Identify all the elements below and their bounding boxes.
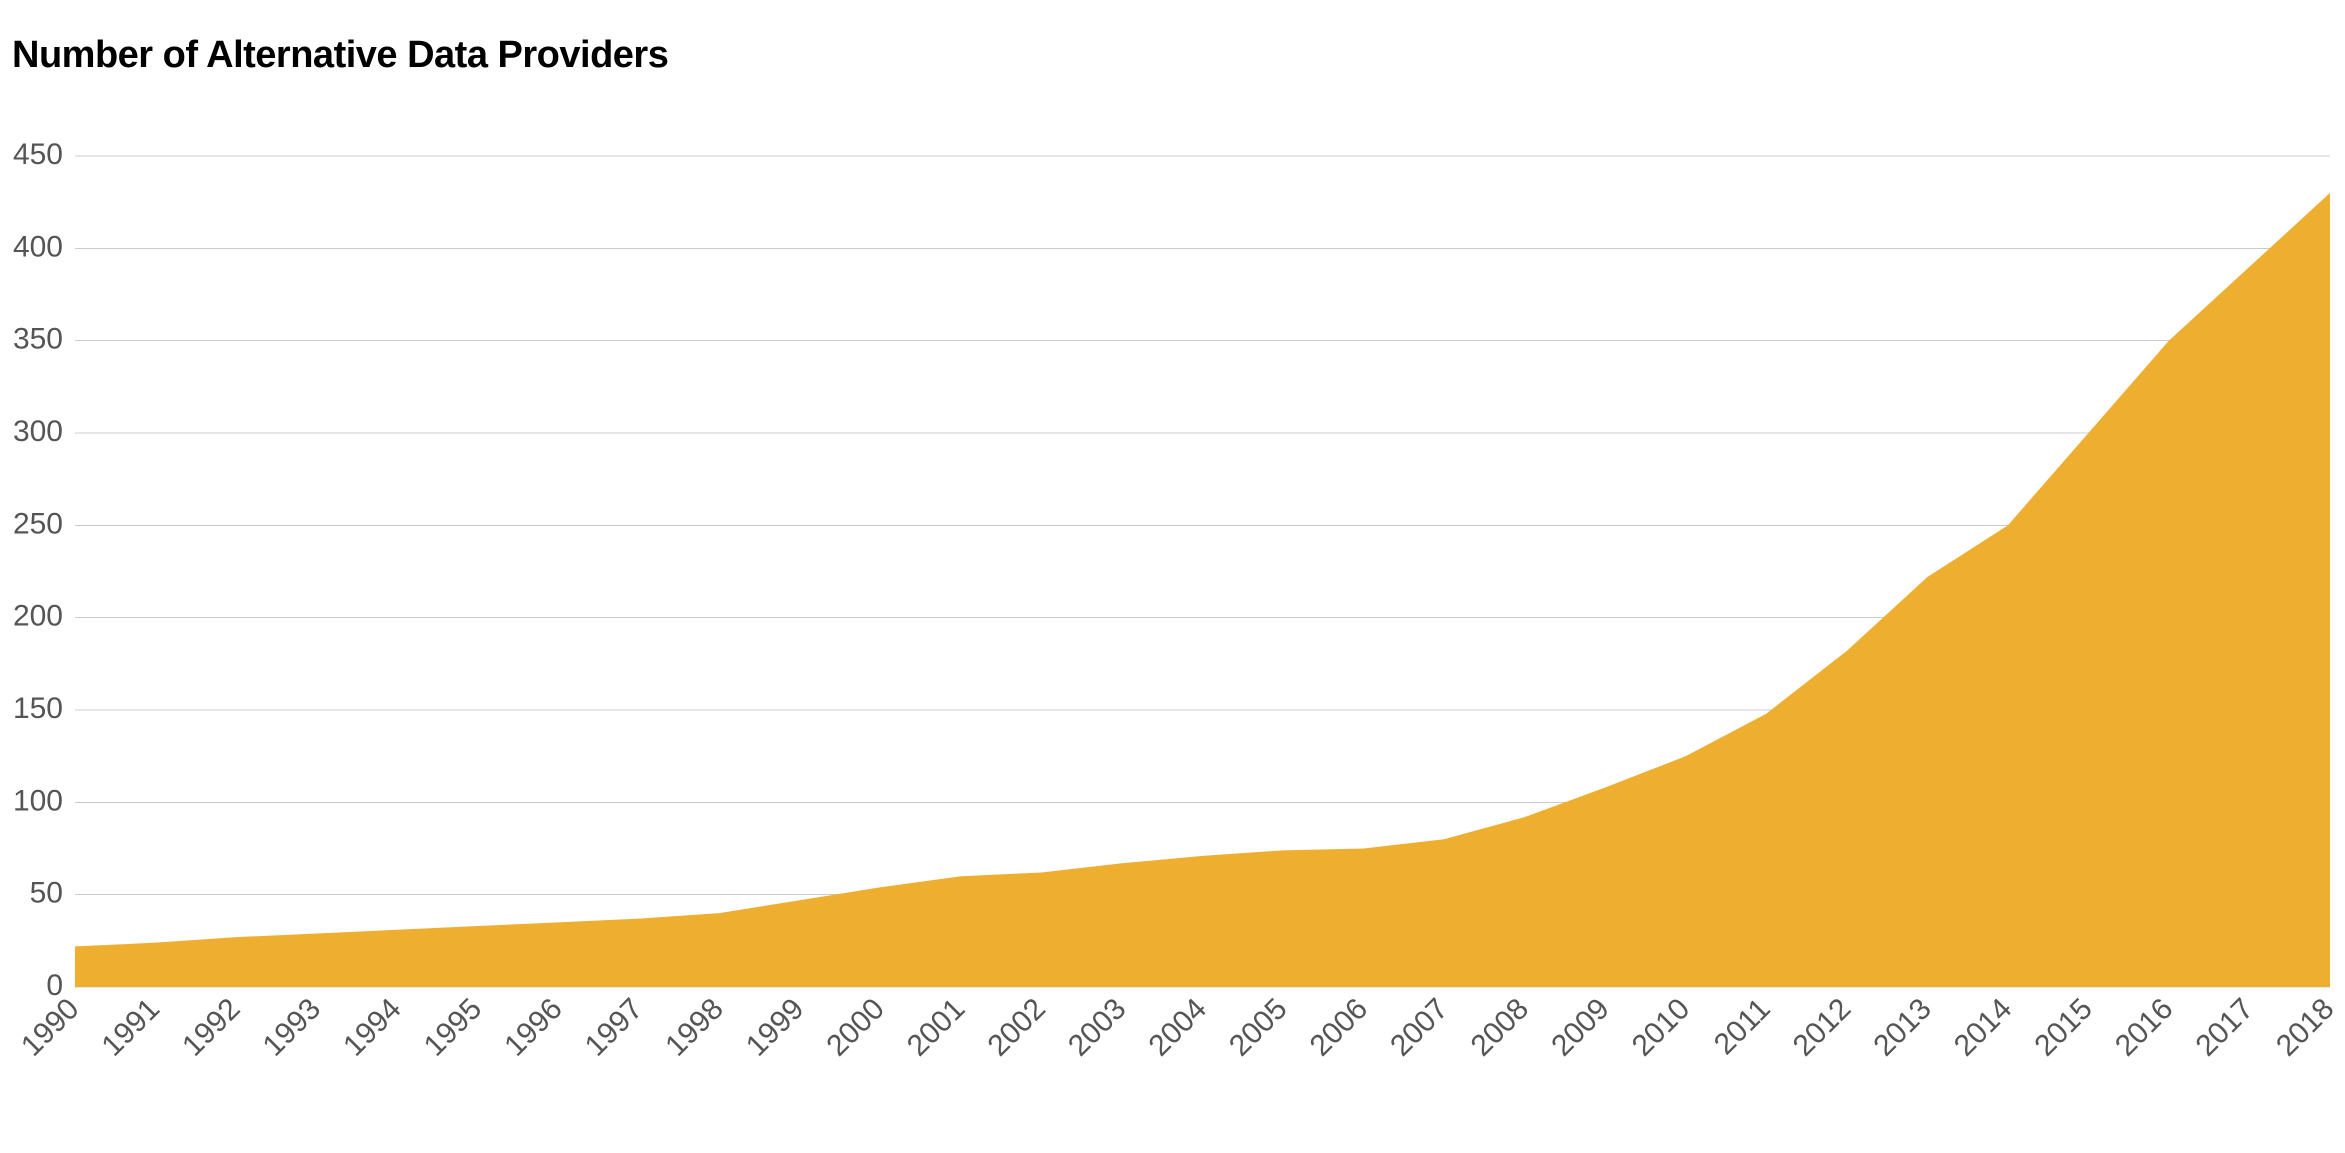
x-axis-tick-label: 1997 bbox=[579, 992, 650, 1063]
x-axis-tick-label: 2010 bbox=[1626, 992, 1697, 1063]
y-axis-tick-label: 450 bbox=[13, 138, 63, 171]
x-axis-tick-label: 2009 bbox=[1545, 992, 1616, 1063]
y-axis-tick-label: 200 bbox=[13, 600, 63, 633]
chart-title: Number of Alternative Data Providers bbox=[0, 0, 2345, 77]
chart-container: Number of Alternative Data Providers 050… bbox=[0, 0, 2345, 1153]
x-axis-tick-label: 2008 bbox=[1465, 992, 1536, 1063]
x-axis-tick-label: 2014 bbox=[1948, 992, 2019, 1063]
x-axis-tick-label: 2006 bbox=[1304, 992, 1375, 1063]
x-axis-tick-label: 2001 bbox=[901, 992, 972, 1063]
x-axis-tick-label: 2011 bbox=[1708, 992, 1777, 1061]
area-series bbox=[75, 193, 2330, 987]
x-axis-tick-label: 1992 bbox=[176, 992, 247, 1063]
x-axis-tick-label: 2012 bbox=[1787, 992, 1858, 1063]
y-axis-tick-label: 50 bbox=[30, 877, 63, 910]
x-axis-tick-label: 2000 bbox=[820, 992, 891, 1063]
y-axis-tick-label: 300 bbox=[13, 415, 63, 448]
x-axis-tick-label: 1993 bbox=[257, 992, 328, 1063]
y-axis-tick-label: 400 bbox=[13, 230, 63, 263]
x-axis-tick-label: 2004 bbox=[1143, 992, 1214, 1063]
x-axis-tick-label: 2003 bbox=[1062, 992, 1133, 1063]
x-axis-tick-label: 1996 bbox=[498, 992, 569, 1063]
y-axis-tick-label: 100 bbox=[13, 784, 63, 817]
x-axis-tick-label: 1994 bbox=[337, 992, 408, 1063]
x-axis-tick-label: 2016 bbox=[2109, 992, 2180, 1063]
y-axis-tick-label: 150 bbox=[13, 692, 63, 725]
x-axis-tick-label: 2005 bbox=[1223, 992, 1294, 1063]
x-axis-tick-label: 2017 bbox=[2189, 992, 2260, 1063]
x-axis-tick-label: 1998 bbox=[659, 992, 730, 1063]
x-axis-tick-label: 1991 bbox=[96, 992, 167, 1063]
x-axis-tick-label: 1990 bbox=[15, 992, 86, 1063]
x-axis-tick-label: 1999 bbox=[740, 992, 811, 1063]
x-axis-tick-label: 2018 bbox=[2270, 992, 2341, 1063]
x-axis-tick-label: 2015 bbox=[2028, 992, 2099, 1063]
area-chart-svg: 0501001502002503003504004501990199119921… bbox=[0, 77, 2345, 1153]
x-axis-tick-label: 2007 bbox=[1384, 992, 1455, 1063]
x-axis-tick-label: 2013 bbox=[1867, 992, 1938, 1063]
y-axis-tick-label: 250 bbox=[13, 507, 63, 540]
x-axis-tick-label: 2002 bbox=[981, 992, 1052, 1063]
x-axis-tick-label: 1995 bbox=[418, 992, 489, 1063]
y-axis-tick-label: 350 bbox=[13, 323, 63, 356]
